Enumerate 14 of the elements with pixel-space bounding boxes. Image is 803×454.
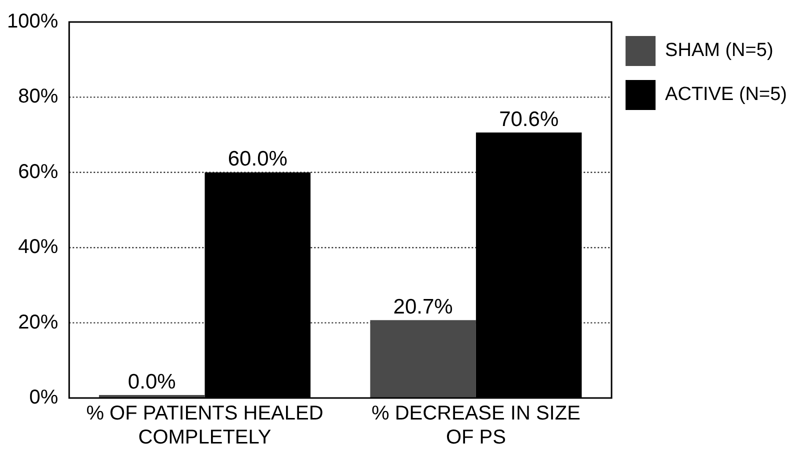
y-tick-label: 80%: [18, 86, 58, 108]
data-label: 60.0%: [228, 148, 288, 171]
y-tick-label: 100%: [6, 10, 58, 33]
y-tick-label: 20%: [18, 311, 58, 334]
legend-label: SHAM (N=5): [665, 40, 774, 62]
data-label: 20.7%: [393, 295, 453, 318]
data-label: 0.0%: [128, 370, 176, 394]
y-tick-label: 0%: [29, 386, 58, 409]
x-tick-label: % DECREASE IN SIZE OF PS: [371, 402, 580, 449]
legend-label: ACTIVE (N=5): [665, 84, 788, 106]
data-label: 70.6%: [499, 108, 559, 131]
y-tick-label: 40%: [18, 236, 58, 258]
x-tick-label: % OF PATIENTS HEALED COMPLETELY: [86, 402, 324, 449]
y-tick-label: 60%: [18, 160, 58, 183]
